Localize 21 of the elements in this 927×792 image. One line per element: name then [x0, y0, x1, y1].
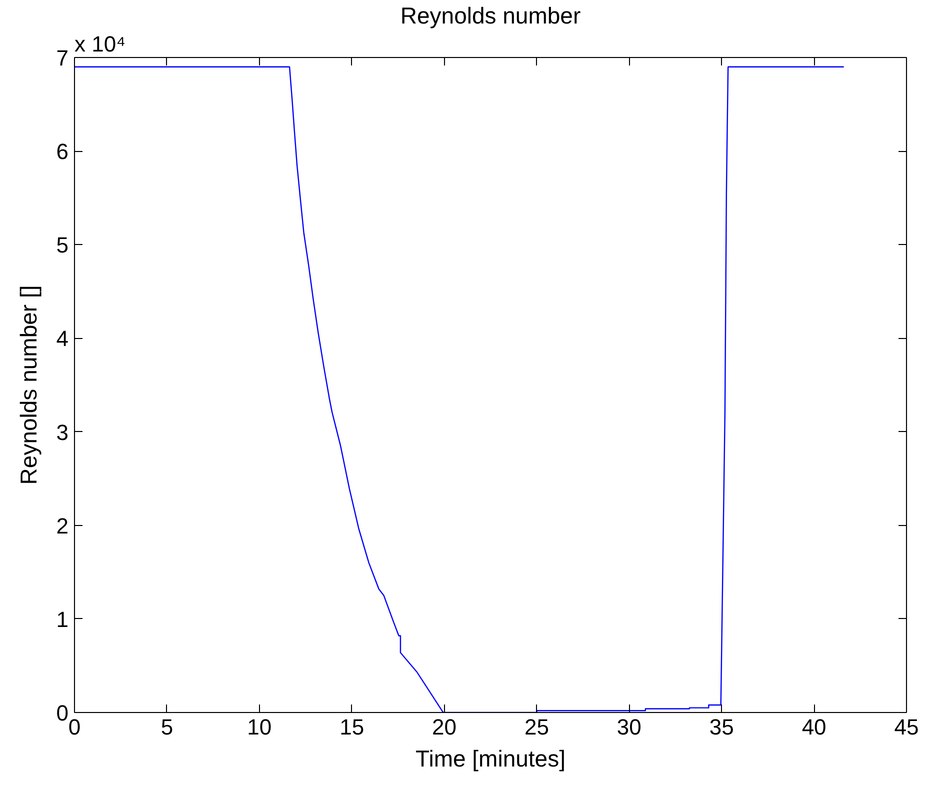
- x-tick-label: 35: [709, 714, 734, 740]
- y-tick-label: 5: [56, 232, 69, 258]
- x-tick-label: 45: [894, 714, 919, 740]
- x-tick-label: 5: [160, 714, 174, 740]
- x-tick-label: 10: [247, 714, 272, 740]
- x-tick-label: 40: [802, 714, 826, 740]
- text: x 10⁴: [74, 32, 126, 56]
- chart-title: Reynolds number: [400, 2, 581, 28]
- y-axis-title: Reynolds number []: [15, 285, 42, 485]
- line-series: [74, 66, 844, 712]
- x-tick-label: 15: [340, 714, 364, 740]
- y-tick-label: 7: [56, 46, 69, 70]
- y-tick-label: 2: [56, 513, 69, 538]
- x-axis-title: Time [minutes]: [416, 746, 566, 772]
- y-tick-label: 4: [56, 326, 69, 352]
- y-tick-label: 1: [56, 606, 69, 632]
- y-tick-label: 3: [56, 420, 69, 445]
- y-tick-label: 6: [56, 139, 69, 164]
- x-tick-label: 20: [432, 714, 457, 740]
- x-tick-label: 30: [616, 714, 642, 740]
- x-tick-label: 25: [524, 714, 549, 740]
